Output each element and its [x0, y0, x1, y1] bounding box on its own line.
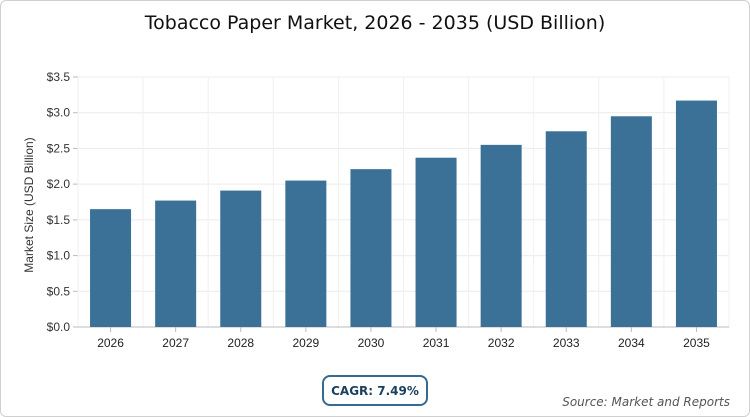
x-tick-label: 2026 — [97, 336, 124, 350]
x-tick-label: 2027 — [162, 336, 189, 350]
chart-title: Tobacco Paper Market, 2026 - 2035 (USD B… — [144, 12, 606, 34]
x-tick-label: 2032 — [488, 336, 515, 350]
cagr-badge: CAGR: 7.49% — [322, 375, 428, 406]
bar-2034 — [610, 116, 652, 328]
x-tick-label: 2033 — [553, 336, 580, 350]
source-note: Source: Market and Reports — [562, 395, 730, 409]
x-tick-label: 2034 — [618, 336, 645, 350]
bar-2031 — [415, 157, 457, 327]
cagr-label: CAGR: 7.49% — [331, 383, 419, 398]
y-tick-label: $1.5 — [47, 213, 71, 227]
bar-2033 — [545, 131, 587, 327]
y-tick-label: $0.0 — [47, 320, 71, 334]
bar-2029 — [285, 180, 327, 327]
x-tick-label: 2029 — [292, 336, 319, 350]
y-tick-label: $2.0 — [47, 177, 71, 191]
y-tick-label: $2.5 — [47, 141, 71, 155]
bar-2027 — [155, 200, 197, 327]
bar-2032 — [480, 144, 522, 327]
x-tick-label: 2031 — [423, 336, 450, 350]
bar-2030 — [350, 169, 392, 327]
bar-2026 — [90, 209, 132, 327]
y-tick-label: $3.0 — [47, 106, 71, 120]
bar-2035 — [675, 100, 717, 327]
y-tick-label: $1.0 — [47, 249, 71, 263]
y-tick-label: $0.5 — [47, 284, 71, 298]
y-tick-label: $3.5 — [47, 70, 71, 84]
bar-2028 — [220, 190, 262, 327]
x-tick-label: 2035 — [683, 336, 710, 350]
x-tick-label: 2030 — [358, 336, 385, 350]
x-tick-label: 2028 — [227, 336, 254, 350]
